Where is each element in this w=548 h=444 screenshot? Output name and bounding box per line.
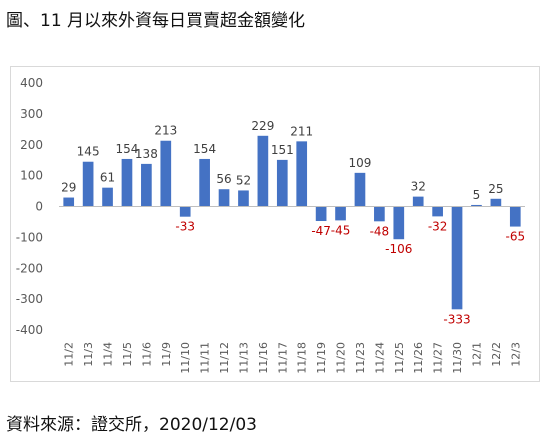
chart-frame bbox=[10, 66, 540, 382]
data-label: -48 bbox=[370, 224, 390, 238]
data-label: 56 bbox=[216, 172, 231, 186]
category-label: 11/19 bbox=[315, 342, 328, 374]
category-label: 11/17 bbox=[276, 342, 289, 374]
data-label: 229 bbox=[251, 119, 274, 133]
category-label: 11/16 bbox=[257, 342, 270, 374]
y-tick-label: 100 bbox=[20, 169, 43, 183]
category-label: 12/1 bbox=[470, 342, 483, 367]
data-label: -47 bbox=[311, 224, 331, 238]
bar bbox=[121, 158, 133, 207]
y-tick-label: -400 bbox=[16, 323, 43, 337]
category-label: 11/5 bbox=[121, 342, 134, 367]
data-label: 154 bbox=[193, 142, 216, 156]
bar bbox=[354, 172, 366, 207]
data-label: 211 bbox=[290, 124, 313, 138]
data-label: -33 bbox=[175, 220, 195, 234]
data-label: -65 bbox=[505, 230, 525, 244]
bar bbox=[179, 206, 191, 217]
bar bbox=[315, 206, 327, 222]
data-label: 25 bbox=[488, 182, 503, 196]
data-label: 109 bbox=[349, 156, 372, 170]
data-label: 145 bbox=[77, 145, 100, 159]
y-tick-label: -300 bbox=[16, 292, 43, 306]
data-label: 213 bbox=[154, 124, 177, 138]
bar bbox=[82, 161, 94, 207]
category-label: 12/2 bbox=[490, 342, 503, 367]
data-label: 32 bbox=[411, 180, 426, 194]
y-tick-label: 0 bbox=[35, 200, 43, 214]
bar bbox=[374, 206, 385, 222]
bar bbox=[432, 206, 443, 217]
bar bbox=[238, 190, 249, 207]
bar bbox=[257, 135, 269, 207]
bar bbox=[218, 189, 230, 207]
category-label: 11/24 bbox=[373, 342, 386, 374]
source-note: 資料來源：證交所，2020/12/03 bbox=[6, 415, 257, 435]
bar bbox=[471, 204, 482, 207]
y-tick-label: -100 bbox=[16, 230, 43, 244]
category-label: 11/4 bbox=[102, 342, 115, 367]
y-tick-label: 400 bbox=[20, 76, 43, 90]
bar bbox=[335, 206, 346, 221]
bar bbox=[276, 159, 288, 207]
category-label: 11/20 bbox=[335, 342, 348, 374]
data-label: 154 bbox=[116, 142, 139, 156]
data-label: 29 bbox=[61, 181, 76, 195]
bar bbox=[160, 140, 172, 207]
category-label: 11/6 bbox=[140, 342, 153, 367]
category-label: 11/12 bbox=[218, 342, 231, 374]
category-label: 11/25 bbox=[393, 342, 406, 374]
category-label: 11/10 bbox=[179, 342, 192, 374]
data-label: -32 bbox=[428, 219, 448, 233]
category-label: 11/27 bbox=[432, 342, 445, 374]
data-label: 52 bbox=[236, 173, 251, 187]
chart-title: 圖、11 月以來外資每日買賣超金額變化 bbox=[6, 11, 306, 31]
bar bbox=[141, 163, 152, 207]
category-label: 11/18 bbox=[296, 342, 309, 374]
data-label: -333 bbox=[443, 312, 470, 326]
data-label: 61 bbox=[100, 171, 115, 185]
bar bbox=[412, 196, 424, 207]
bar bbox=[490, 198, 502, 207]
bar bbox=[393, 206, 405, 240]
category-label: 11/2 bbox=[63, 342, 76, 367]
data-label: 151 bbox=[271, 143, 294, 157]
bar bbox=[451, 206, 463, 310]
y-tick-label: -200 bbox=[16, 261, 43, 275]
data-label: 5 bbox=[473, 188, 481, 202]
y-tick-label: 200 bbox=[20, 138, 43, 152]
bar bbox=[102, 187, 113, 207]
y-tick-label: 300 bbox=[20, 107, 43, 121]
data-label: -45 bbox=[331, 223, 351, 237]
bar bbox=[63, 197, 75, 207]
bar bbox=[509, 206, 521, 227]
bar bbox=[296, 141, 308, 207]
category-label: 11/30 bbox=[451, 342, 464, 374]
category-label: 11/26 bbox=[412, 342, 425, 374]
category-label: 11/13 bbox=[237, 342, 250, 374]
data-label: -106 bbox=[385, 242, 412, 256]
category-label: 11/11 bbox=[199, 342, 212, 374]
category-label: 11/23 bbox=[354, 342, 367, 374]
data-label: 138 bbox=[135, 147, 158, 161]
category-label: 12/3 bbox=[509, 342, 522, 367]
bar bbox=[199, 158, 210, 207]
category-label: 11/3 bbox=[82, 342, 95, 367]
category-label: 11/9 bbox=[160, 342, 173, 367]
